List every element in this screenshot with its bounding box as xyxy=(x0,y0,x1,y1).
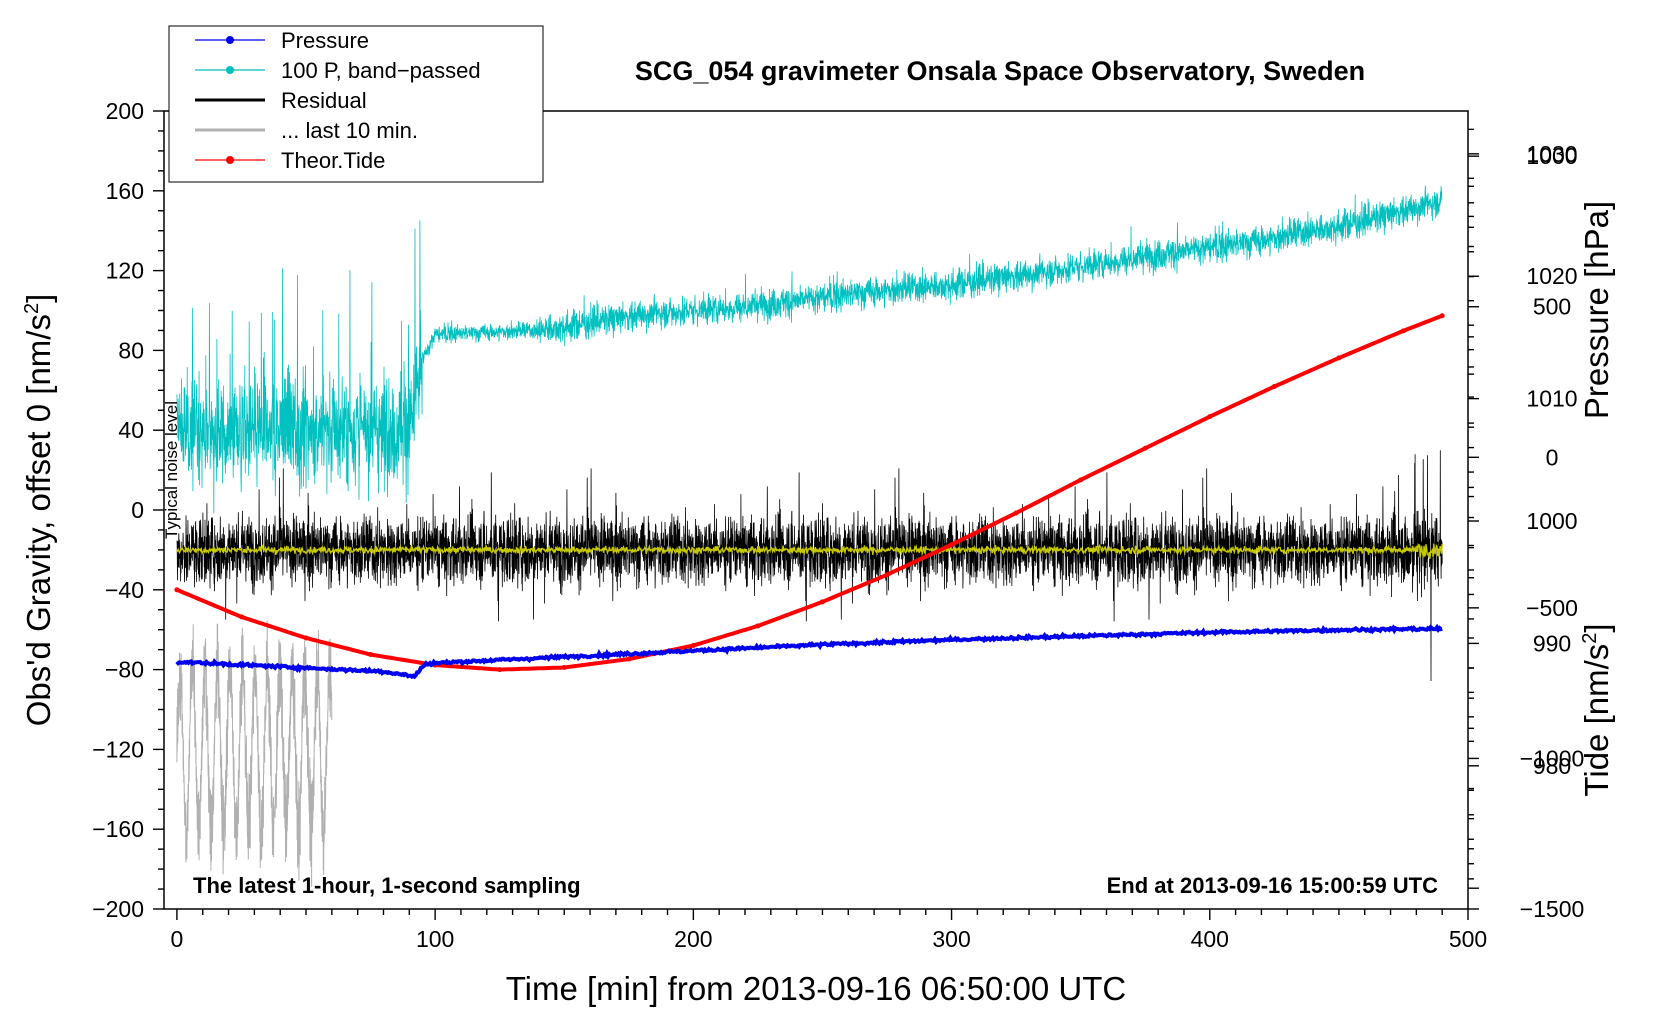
y-tide-tick-label: −1000 xyxy=(1520,745,1585,771)
y-left-tick-label: 80 xyxy=(118,337,144,363)
legend-label: Theor.Tide xyxy=(281,148,385,173)
y-axis-left-ticks: −200 −160 −120 −80 −40 0 40 80 120 160 200 xyxy=(92,98,164,922)
legend-marker xyxy=(226,66,234,74)
annotation-sampling: The latest 1-hour, 1-second sampling xyxy=(193,873,581,898)
y-left-tick-label: 0 xyxy=(131,497,144,523)
y-left-tick-label: 200 xyxy=(106,98,144,124)
series-last10min-line xyxy=(176,620,333,887)
series-pressure-line xyxy=(175,623,1443,680)
legend-label: Residual xyxy=(281,88,367,113)
annotation-end-time: End at 2013-09-16 15:00:59 UTC xyxy=(1107,873,1438,898)
y-tide-tick-label: 1000 xyxy=(1526,143,1577,169)
y-tide-tick-label: −500 xyxy=(1526,595,1578,621)
tide-point xyxy=(1271,384,1277,390)
tide-point xyxy=(690,643,696,649)
y-left-tick-label: −120 xyxy=(92,736,144,762)
y-tide-tick-label: 500 xyxy=(1533,294,1571,320)
legend: Pressure 100 P, band−passed Residual ... la… xyxy=(168,25,544,183)
tide-point xyxy=(368,652,374,658)
legend-label: 100 P, band−passed xyxy=(281,58,481,83)
y-pressure-tick-label: 1020 xyxy=(1526,263,1577,289)
series-bandpassed-line xyxy=(176,185,1443,514)
tide-point xyxy=(303,635,309,641)
tide-point xyxy=(755,623,761,629)
y-axis-pressure-ticks: 980 990 1000 1010 1020 1030 xyxy=(1468,128,1578,889)
y-left-tick-label: 160 xyxy=(106,178,144,204)
x-axis-label: Time [min] from 2013-09-16 06:50:00 UTC xyxy=(506,970,1127,1007)
tide-point xyxy=(1336,355,1342,361)
noise-level-annotation: Typical noise level xyxy=(162,401,181,539)
y-tide-tick-label: −1500 xyxy=(1520,896,1585,922)
tide-point xyxy=(626,656,632,662)
legend-marker xyxy=(226,36,234,44)
y-left-tick-label: −200 xyxy=(92,896,144,922)
x-axis-ticks: 0 100 200 300 400 500 xyxy=(171,909,1487,952)
series-tide-line xyxy=(176,313,1443,672)
x-tick-label: 200 xyxy=(674,926,712,952)
y-axis-pressure-label: Pressure [hPa] xyxy=(1578,201,1615,419)
series-residual-line xyxy=(176,450,1443,682)
tide-point xyxy=(1207,414,1213,420)
tide-point xyxy=(1400,328,1406,334)
tide-point xyxy=(497,667,503,673)
tide-point xyxy=(561,664,567,670)
y-left-tick-label: −40 xyxy=(105,577,144,603)
tide-point xyxy=(1142,445,1148,451)
y-axis-tide-label: Tide [nm/s2] xyxy=(1578,623,1615,796)
series-pressure-layer xyxy=(175,623,1443,680)
series-tide-layer xyxy=(174,313,1445,673)
y-left-tick-label: 40 xyxy=(118,417,144,443)
series-residual-layer xyxy=(176,450,1443,682)
legend-marker xyxy=(226,156,234,164)
y-left-tick-label: −160 xyxy=(92,816,144,842)
y-axis-tide-ticks: −1500 −1000 −500 0 500 1000 xyxy=(1468,143,1584,922)
y-pressure-tick-label: 990 xyxy=(1533,630,1571,656)
y-pressure-tick-label: 980 xyxy=(1533,753,1571,779)
plot-frame xyxy=(163,110,1469,910)
tide-point xyxy=(238,614,244,620)
tide-point xyxy=(884,572,890,578)
tide-point xyxy=(949,542,955,548)
x-tick-label: 0 xyxy=(171,926,184,952)
legend-label: ... last 10 min. xyxy=(281,118,418,143)
y-left-tick-label: 120 xyxy=(106,258,144,284)
tide-point xyxy=(174,587,180,593)
series-bandpassed-layer xyxy=(176,185,1443,514)
tide-point xyxy=(1013,510,1019,516)
series-residual-mean-line xyxy=(176,542,1443,559)
legend-box xyxy=(168,25,544,183)
x-tick-label: 400 xyxy=(1191,926,1229,952)
x-tick-label: 300 xyxy=(932,926,970,952)
tide-point xyxy=(1078,477,1084,483)
y-left-tick-label: −80 xyxy=(105,657,144,683)
y-tide-tick-label: 0 xyxy=(1546,444,1559,470)
legend-label: Pressure xyxy=(281,28,369,53)
y-axis-left-label: Obs'd Gravity, offset 0 [nm/s2] xyxy=(20,294,57,727)
y-pressure-tick-label: 1000 xyxy=(1526,508,1577,534)
series-last10min-layer xyxy=(176,620,333,887)
tide-point xyxy=(819,599,825,605)
chart-title: SCG_054 gravimeter Onsala Space Observat… xyxy=(635,56,1365,86)
y-pressure-tick-label: 1010 xyxy=(1526,386,1577,412)
series-residual-mean-layer xyxy=(176,542,1443,559)
x-tick-label: 500 xyxy=(1449,926,1487,952)
y-pressure-tick-label: 1030 xyxy=(1526,141,1577,167)
tide-point xyxy=(1439,313,1445,319)
x-tick-label: 100 xyxy=(416,926,454,952)
